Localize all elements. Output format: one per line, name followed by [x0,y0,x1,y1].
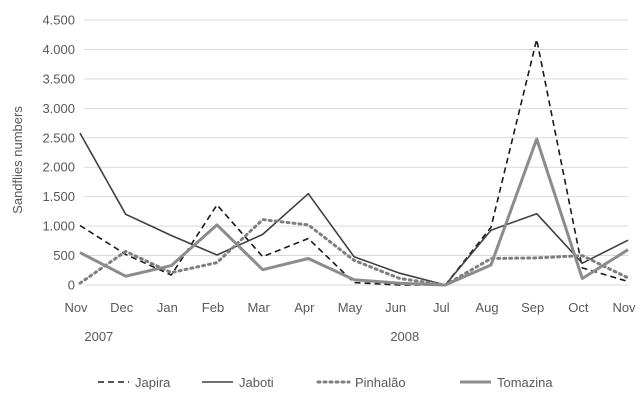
x-tick-label: Jul [433,300,450,315]
y-tick-label: 2.000 [42,160,75,175]
series-line-pinhalão [78,218,630,287]
x-tick-label: Sep [521,300,544,315]
y-axis-ticks: 0 500 1.000 1.500 2.000 2.500 3.000 3.500 4.000 4… [42,13,75,293]
y-tick-label: 4.500 [42,13,75,28]
x-tick-label: Feb [202,300,224,315]
year-labels: 2007 2008 [84,329,419,344]
year-label: 2007 [84,329,113,344]
x-tick-label: Dec [110,300,134,315]
legend-label: Japira [135,375,171,390]
year-label: 2008 [390,329,419,344]
x-tick-label: May [338,300,363,315]
x-tick-label: Apr [294,300,315,315]
series-line-japira [79,38,629,286]
x-tick-label: Aug [475,300,498,315]
x-tick-label: Nov [64,300,88,315]
x-tick-label: Jan [157,300,178,315]
x-tick-label: Jun [385,300,406,315]
y-tick-label: 4.000 [42,42,75,57]
x-tick-label: Mar [247,300,270,315]
y-tick-label: 3.000 [42,101,75,116]
legend-label: Jaboti [239,375,274,390]
legend-label: Pinhalão [355,375,406,390]
y-tick-label: 0 [68,278,75,293]
series-line-jaboti [79,132,629,286]
series-line-tomazina [79,137,629,287]
y-axis-title: Sandflies numbers [10,106,25,214]
x-tick-label: Oct [568,300,589,315]
legend-label: Tomazina [497,375,553,390]
x-tick-label: Nov [612,300,636,315]
series-lines [78,38,630,287]
y-tick-label: 2.500 [42,130,75,145]
legend: Japira Jaboti Pinhalão Tomazina [98,375,553,390]
x-axis-ticks: Nov Dec Jan Feb Mar Apr May Jun Jul Aug Sep Oct Nov [64,300,636,315]
gridlines [84,19,628,286]
y-tick-label: 3.500 [42,71,75,86]
y-tick-label: 1.000 [42,219,75,234]
y-tick-label: 1.500 [42,189,75,204]
y-tick-label: 500 [53,248,75,263]
